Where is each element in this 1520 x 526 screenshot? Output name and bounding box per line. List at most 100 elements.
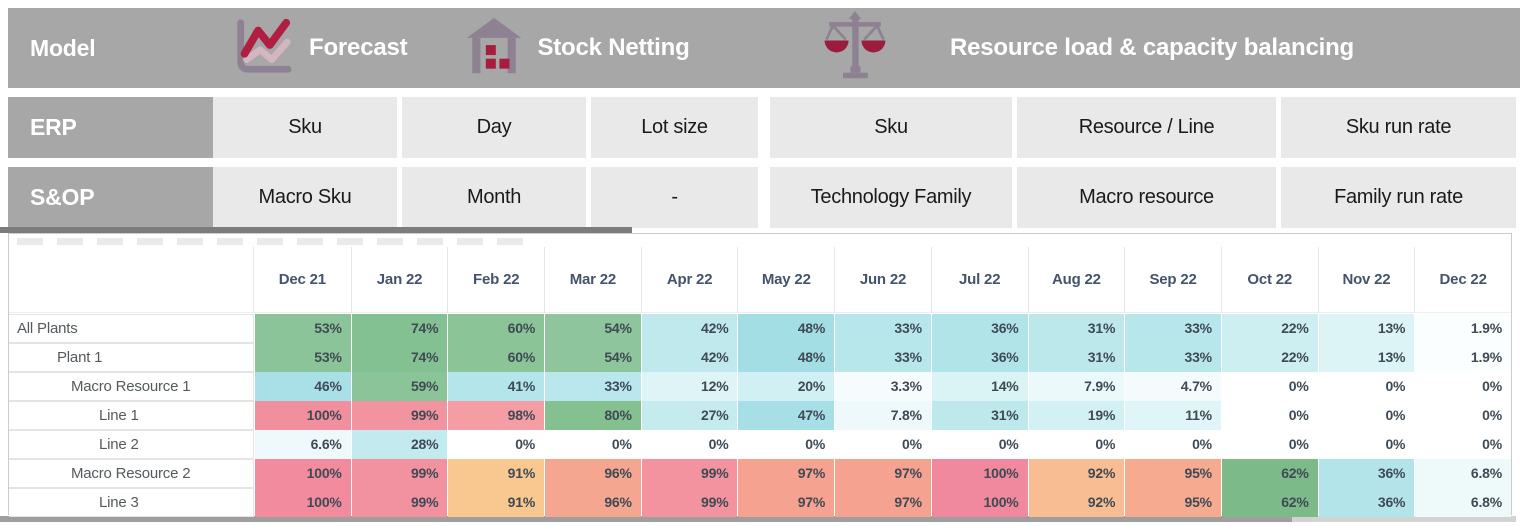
- heatmap-cell[interactable]: 36%: [931, 314, 1028, 343]
- row-label[interactable]: Macro Resource 1: [9, 372, 254, 401]
- heatmap-cell[interactable]: 36%: [931, 343, 1028, 372]
- heatmap-cell[interactable]: 0%: [1125, 430, 1221, 459]
- heatmap-cell[interactable]: 0%: [1415, 430, 1511, 459]
- heatmap-cell[interactable]: 1.9%: [1415, 343, 1511, 372]
- heatmap-cell[interactable]: 100%: [255, 459, 351, 488]
- heatmap-cell[interactable]: 62%: [1221, 488, 1318, 517]
- heatmap-cell[interactable]: 36%: [1318, 459, 1415, 488]
- heatmap-cell[interactable]: 31%: [1028, 343, 1125, 372]
- heatmap-cell[interactable]: 6.6%: [255, 430, 351, 459]
- heatmap-cell[interactable]: 22%: [1221, 314, 1318, 343]
- heatmap-cell[interactable]: 33%: [835, 343, 931, 372]
- heatmap-cell[interactable]: 62%: [1221, 459, 1318, 488]
- heatmap-cell[interactable]: 91%: [448, 459, 545, 488]
- heatmap-cell[interactable]: 60%: [448, 314, 545, 343]
- heatmap-cell[interactable]: 6.8%: [1415, 459, 1511, 488]
- heatmap-cell[interactable]: 31%: [1028, 314, 1125, 343]
- heatmap-cell[interactable]: 100%: [931, 459, 1028, 488]
- row-label[interactable]: Macro Resource 2: [9, 459, 254, 488]
- heatmap-cell[interactable]: 0%: [1415, 372, 1511, 401]
- heatmap-cell[interactable]: 97%: [738, 459, 835, 488]
- heatmap-cell[interactable]: 80%: [545, 401, 641, 430]
- heatmap-cell[interactable]: 0%: [1318, 372, 1415, 401]
- heatmap-cell[interactable]: 100%: [255, 488, 351, 517]
- heatmap-cell[interactable]: 0%: [1221, 401, 1318, 430]
- heatmap-cell[interactable]: 41%: [448, 372, 545, 401]
- heatmap-cell[interactable]: 95%: [1125, 488, 1221, 517]
- heatmap-cell[interactable]: 28%: [351, 430, 448, 459]
- heatmap-cell[interactable]: 0%: [1318, 401, 1415, 430]
- heatmap-cell[interactable]: 3.3%: [835, 372, 931, 401]
- heatmap-cell[interactable]: 0%: [641, 430, 738, 459]
- heatmap-cell[interactable]: 54%: [545, 343, 641, 372]
- row-label[interactable]: Plant 1: [9, 343, 254, 372]
- heatmap-cell[interactable]: 59%: [351, 372, 448, 401]
- heatmap-cell[interactable]: 96%: [545, 459, 641, 488]
- heatmap-cell[interactable]: 99%: [351, 401, 448, 430]
- heatmap-cell[interactable]: 7.8%: [835, 401, 931, 430]
- heatmap-cell[interactable]: 13%: [1318, 314, 1415, 343]
- cropped-text-row: [9, 234, 1511, 247]
- heatmap-cell[interactable]: 0%: [1318, 430, 1415, 459]
- heatmap-cell[interactable]: 97%: [835, 459, 931, 488]
- heatmap-cell[interactable]: 42%: [641, 343, 738, 372]
- heatmap-cell[interactable]: 33%: [835, 314, 931, 343]
- heatmap-cell[interactable]: 96%: [545, 488, 641, 517]
- heatmap-cell[interactable]: 0%: [1415, 401, 1511, 430]
- row-label[interactable]: Line 3: [9, 488, 254, 517]
- heatmap-cell[interactable]: 92%: [1028, 459, 1125, 488]
- heatmap-cell[interactable]: 0%: [1028, 430, 1125, 459]
- heatmap-cell[interactable]: 42%: [641, 314, 738, 343]
- heatmap-cell[interactable]: 47%: [738, 401, 835, 430]
- heatmap-cell[interactable]: 0%: [1221, 430, 1318, 459]
- heatmap-cell[interactable]: 11%: [1125, 401, 1221, 430]
- row-label[interactable]: Line 2: [9, 430, 254, 459]
- heatmap-cell[interactable]: 36%: [1318, 488, 1415, 517]
- heatmap-cell[interactable]: 22%: [1221, 343, 1318, 372]
- heatmap-cell[interactable]: 99%: [641, 459, 738, 488]
- row-label[interactable]: Line 1: [9, 401, 254, 430]
- heatmap-cell[interactable]: 19%: [1028, 401, 1125, 430]
- heatmap-cell[interactable]: 20%: [738, 372, 835, 401]
- heatmap-cell[interactable]: 4.7%: [1125, 372, 1221, 401]
- heatmap-cell[interactable]: 33%: [1125, 343, 1221, 372]
- heatmap-cell[interactable]: 13%: [1318, 343, 1415, 372]
- heatmap-cell[interactable]: 0%: [738, 430, 835, 459]
- heatmap-cell[interactable]: 97%: [738, 488, 835, 517]
- heatmap-cell[interactable]: 0%: [448, 430, 545, 459]
- heatmap-cell[interactable]: 0%: [1221, 372, 1318, 401]
- heatmap-cell[interactable]: 48%: [738, 343, 835, 372]
- heatmap-cell[interactable]: 97%: [835, 488, 931, 517]
- heatmap-cell[interactable]: 74%: [351, 343, 448, 372]
- heatmap-cell[interactable]: 98%: [448, 401, 545, 430]
- heatmap-cell[interactable]: 99%: [351, 459, 448, 488]
- heatmap-cell[interactable]: 54%: [545, 314, 641, 343]
- heatmap-cell[interactable]: 0%: [545, 430, 641, 459]
- heatmap-cell[interactable]: 0%: [835, 430, 931, 459]
- heatmap-cell[interactable]: 92%: [1028, 488, 1125, 517]
- heatmap-cell[interactable]: 33%: [545, 372, 641, 401]
- heatmap-cell[interactable]: 31%: [931, 401, 1028, 430]
- heatmap-cell[interactable]: 1.9%: [1415, 314, 1511, 343]
- heatmap-cell[interactable]: 99%: [351, 488, 448, 517]
- heatmap-cell[interactable]: 53%: [255, 314, 351, 343]
- heatmap-cell[interactable]: 27%: [641, 401, 738, 430]
- heatmap-cell[interactable]: 6.8%: [1415, 488, 1511, 517]
- row-label[interactable]: All Plants: [9, 314, 254, 343]
- heatmap-cell[interactable]: 7.9%: [1028, 372, 1125, 401]
- heatmap-cell[interactable]: 46%: [255, 372, 351, 401]
- heatmap-cell[interactable]: 33%: [1125, 314, 1221, 343]
- heatmap-cell[interactable]: 100%: [931, 488, 1028, 517]
- heatmap-cell[interactable]: 99%: [641, 488, 738, 517]
- heatmap-cell[interactable]: 95%: [1125, 459, 1221, 488]
- heatmap-cell[interactable]: 12%: [641, 372, 738, 401]
- heatmap-cell[interactable]: 53%: [255, 343, 351, 372]
- month-header-cell: Aug 22: [1027, 247, 1125, 313]
- heatmap-cell[interactable]: 74%: [351, 314, 448, 343]
- heatmap-cell[interactable]: 14%: [931, 372, 1028, 401]
- heatmap-cell[interactable]: 48%: [738, 314, 835, 343]
- heatmap-cell[interactable]: 0%: [931, 430, 1028, 459]
- heatmap-cell[interactable]: 60%: [448, 343, 545, 372]
- heatmap-cell[interactable]: 91%: [448, 488, 545, 517]
- heatmap-cell[interactable]: 100%: [255, 401, 351, 430]
